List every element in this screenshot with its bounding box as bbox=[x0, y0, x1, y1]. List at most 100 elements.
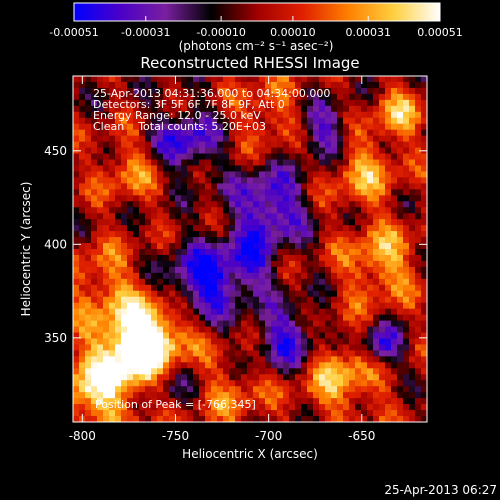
heatmap-cell bbox=[403, 153, 410, 161]
heatmap-cell bbox=[385, 123, 392, 131]
heatmap-cell bbox=[253, 266, 260, 274]
heatmap-cell bbox=[181, 219, 188, 226]
heatmap-cell bbox=[205, 183, 212, 190]
heatmap-cell bbox=[109, 278, 116, 286]
heatmap-cell bbox=[121, 87, 128, 95]
heatmap-cell bbox=[223, 302, 230, 310]
heatmap-cell bbox=[331, 308, 338, 316]
heatmap-cell bbox=[121, 278, 128, 286]
heatmap-cell bbox=[181, 76, 188, 83]
heatmap-cell bbox=[235, 237, 242, 244]
heatmap-cell bbox=[259, 296, 266, 304]
heatmap-cell bbox=[271, 105, 278, 113]
heatmap-cell bbox=[367, 272, 374, 280]
heatmap-cell bbox=[85, 237, 92, 244]
heatmap-cell bbox=[289, 344, 296, 352]
heatmap-cell bbox=[223, 308, 230, 316]
heatmap-cell bbox=[361, 308, 368, 316]
heatmap-cell bbox=[421, 111, 427, 119]
heatmap-cell bbox=[115, 207, 122, 214]
heatmap-cell bbox=[187, 201, 194, 208]
heatmap-cell bbox=[211, 332, 218, 340]
heatmap-cell bbox=[343, 290, 350, 298]
heatmap-cell bbox=[139, 392, 146, 399]
heatmap-cell bbox=[379, 183, 386, 190]
heatmap-cell bbox=[139, 177, 146, 184]
heatmap-cell bbox=[349, 254, 356, 262]
heatmap-cell bbox=[241, 87, 248, 95]
heatmap-cell bbox=[169, 266, 176, 274]
heatmap-cell bbox=[391, 117, 398, 125]
heatmap-cell bbox=[145, 219, 152, 226]
heatmap-cell bbox=[91, 213, 98, 220]
heatmap-cell bbox=[199, 338, 206, 346]
heatmap-cell bbox=[253, 81, 260, 89]
heatmap-cell bbox=[247, 153, 254, 161]
heatmap-cell bbox=[211, 326, 218, 334]
heatmap-cell bbox=[145, 320, 152, 328]
heatmap-cell bbox=[145, 177, 152, 184]
heatmap-cell bbox=[403, 195, 410, 202]
heatmap-cell bbox=[361, 392, 368, 399]
heatmap-cell bbox=[271, 398, 278, 405]
heatmap-cell bbox=[211, 338, 218, 346]
heatmap-cell bbox=[127, 183, 134, 190]
heatmap-cell bbox=[283, 284, 290, 292]
heatmap-cell bbox=[415, 81, 422, 89]
heatmap-cell bbox=[229, 141, 236, 149]
heatmap-cell bbox=[319, 99, 326, 107]
heatmap-cell bbox=[289, 123, 296, 131]
heatmap-cell bbox=[169, 87, 176, 95]
heatmap-cell bbox=[199, 380, 206, 387]
heatmap-cell bbox=[295, 338, 302, 346]
heatmap-cell bbox=[91, 159, 98, 167]
heatmap-cell bbox=[265, 165, 272, 173]
heatmap-cell bbox=[307, 165, 314, 173]
heatmap-cell bbox=[331, 213, 338, 220]
heatmap-cell bbox=[97, 284, 104, 292]
heatmap-cell bbox=[343, 368, 350, 375]
heatmap-cell bbox=[307, 129, 314, 137]
heatmap-cell bbox=[211, 171, 218, 179]
heatmap-cell bbox=[109, 404, 116, 411]
heatmap-cell bbox=[211, 129, 218, 137]
heatmap-cell bbox=[307, 386, 314, 393]
heatmap-cell bbox=[301, 225, 308, 232]
heatmap-cell bbox=[391, 338, 398, 346]
heatmap-cell bbox=[415, 416, 422, 422]
heatmap-cell bbox=[415, 201, 422, 208]
heatmap-cell bbox=[307, 296, 314, 304]
heatmap-cell bbox=[115, 81, 122, 89]
heatmap-cell bbox=[337, 332, 344, 340]
heatmap-cell bbox=[79, 374, 86, 381]
heatmap-cell bbox=[337, 87, 344, 95]
heatmap-cell bbox=[79, 326, 86, 334]
heatmap-cell bbox=[301, 243, 308, 250]
heatmap-cell bbox=[199, 219, 206, 226]
heatmap-cell bbox=[127, 153, 134, 161]
heatmap-cell bbox=[421, 135, 427, 143]
heatmap-cell bbox=[259, 338, 266, 346]
heatmap-cell bbox=[283, 260, 290, 268]
heatmap-cell bbox=[409, 380, 416, 387]
heatmap-cell bbox=[211, 392, 218, 399]
heatmap-cell bbox=[307, 254, 314, 262]
heatmap-cell bbox=[409, 272, 416, 280]
heatmap-cell bbox=[103, 314, 110, 322]
heatmap-cell bbox=[361, 201, 368, 208]
heatmap-cell bbox=[169, 147, 176, 155]
heatmap-cell bbox=[229, 260, 236, 268]
heatmap-cell bbox=[223, 153, 230, 161]
heatmap-cell bbox=[265, 350, 272, 357]
heatmap-cell bbox=[211, 416, 218, 422]
heatmap-cell bbox=[241, 135, 248, 143]
heatmap-cell bbox=[385, 117, 392, 125]
heatmap-cell bbox=[265, 147, 272, 155]
heatmap-cell bbox=[277, 129, 284, 137]
heatmap-cell bbox=[103, 338, 110, 346]
heatmap-cell bbox=[133, 284, 140, 292]
heatmap-cell bbox=[175, 147, 182, 155]
heatmap-cell bbox=[337, 392, 344, 399]
heatmap-cell bbox=[205, 159, 212, 167]
heatmap-cell bbox=[199, 135, 206, 143]
